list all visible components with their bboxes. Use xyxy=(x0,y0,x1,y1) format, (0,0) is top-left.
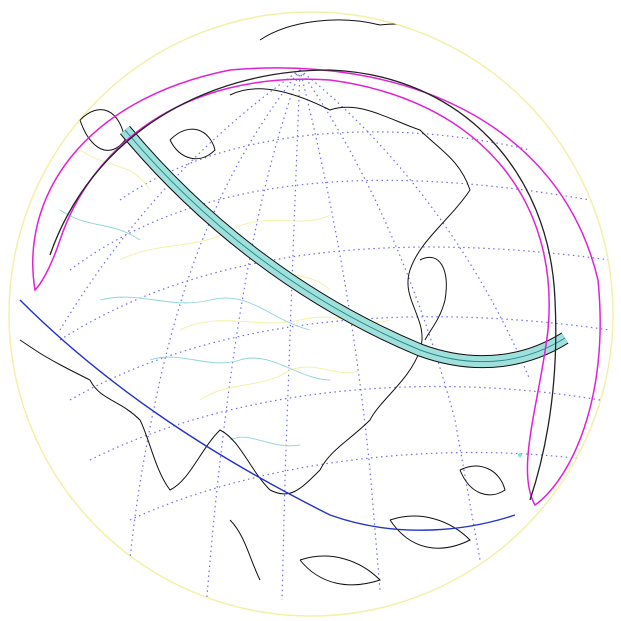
max-eclipse-curve xyxy=(49,69,557,501)
globe-outline xyxy=(8,11,614,617)
borders xyxy=(59,209,331,447)
eclipse-paths xyxy=(19,67,601,531)
map-body xyxy=(19,19,611,616)
central-line xyxy=(124,129,566,363)
southern-limit xyxy=(19,299,516,531)
sunset-point xyxy=(518,453,522,457)
